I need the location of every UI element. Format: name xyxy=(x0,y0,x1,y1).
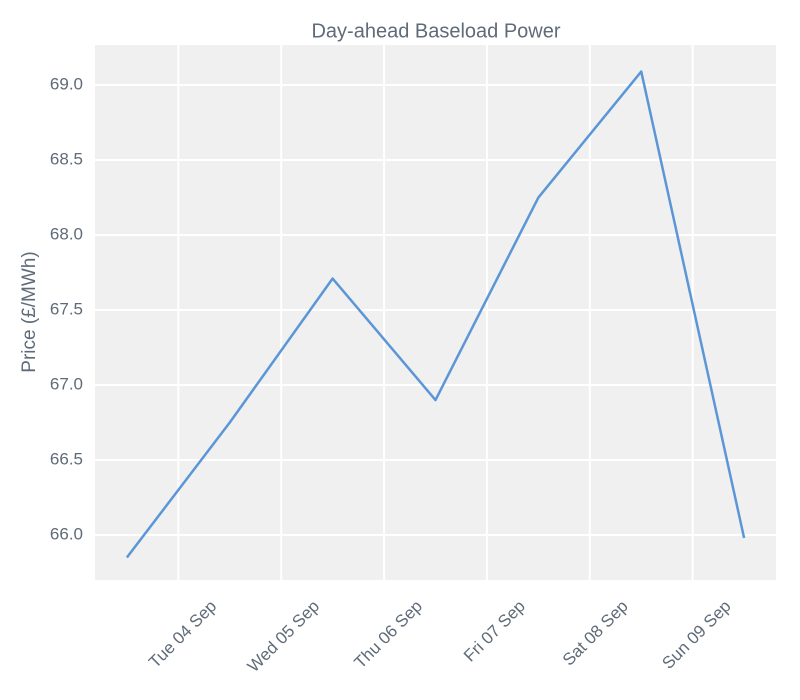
data-line xyxy=(125,70,746,559)
chart-title: Day-ahead Baseload Power xyxy=(311,20,560,42)
plot-area xyxy=(95,45,776,580)
y-tick-label: 67.0 xyxy=(50,375,83,394)
y-tick-label: 66.5 xyxy=(50,449,83,468)
x-tick-label: Sat 08 Sep xyxy=(559,597,632,670)
y-axis-label: Price (£/MWh) xyxy=(19,251,40,372)
y-tick-label: 66.0 xyxy=(50,524,83,543)
x-tick-label: Wed 05 Sep xyxy=(244,597,323,676)
y-tick-label: 68.5 xyxy=(50,150,83,169)
y-tick-label: 69.0 xyxy=(50,75,83,94)
y-tick-label: 68.0 xyxy=(50,225,83,244)
x-tick-label: Tue 04 Sep xyxy=(145,597,220,672)
x-tick-label: Thu 06 Sep xyxy=(350,597,426,673)
y-tick-label: 67.5 xyxy=(50,300,83,319)
x-tick-label: Sun 09 Sep xyxy=(658,597,734,673)
x-tick-label: Fri 07 Sep xyxy=(460,597,529,666)
